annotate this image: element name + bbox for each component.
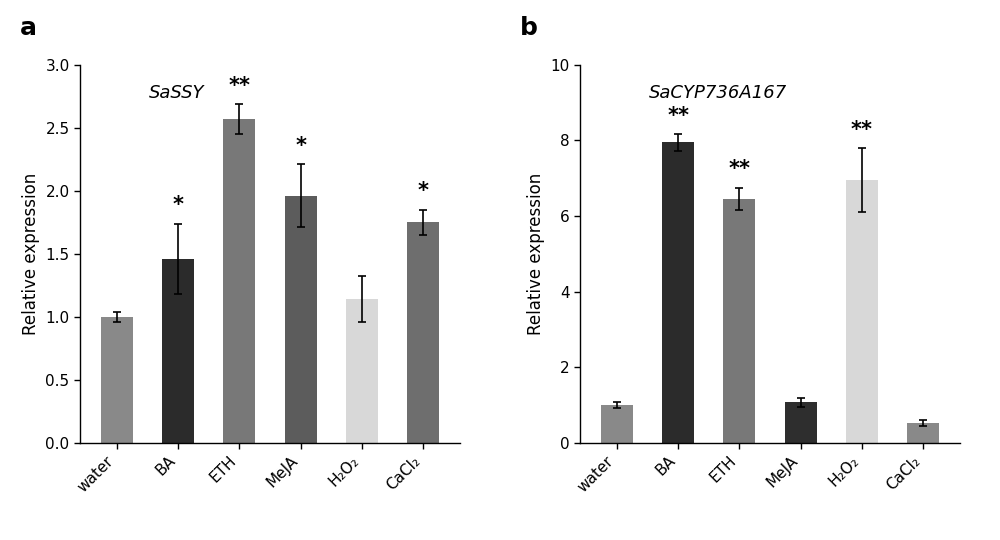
Text: *: * (295, 136, 306, 156)
Y-axis label: Relative expression: Relative expression (527, 173, 545, 335)
Text: *: * (418, 181, 429, 201)
Bar (785, 402, 817, 443)
Bar (162, 259, 194, 443)
Text: **: ** (667, 106, 689, 126)
Text: *: * (173, 195, 184, 215)
Bar (223, 119, 255, 443)
Bar (346, 299, 378, 443)
Y-axis label: Relative expression: Relative expression (22, 173, 40, 335)
Text: SaCYP736A167: SaCYP736A167 (648, 84, 787, 102)
Bar (723, 199, 755, 443)
Bar (907, 423, 939, 443)
Bar (846, 180, 878, 443)
Bar (662, 142, 694, 443)
Text: **: ** (728, 159, 750, 179)
Bar (101, 317, 133, 443)
Bar (285, 196, 317, 443)
Text: b: b (520, 16, 538, 40)
Text: a: a (20, 16, 37, 40)
Bar (601, 405, 633, 443)
Text: **: ** (851, 120, 873, 140)
Text: SaSSY: SaSSY (148, 84, 204, 102)
Text: **: ** (228, 76, 250, 96)
Bar (407, 222, 439, 443)
